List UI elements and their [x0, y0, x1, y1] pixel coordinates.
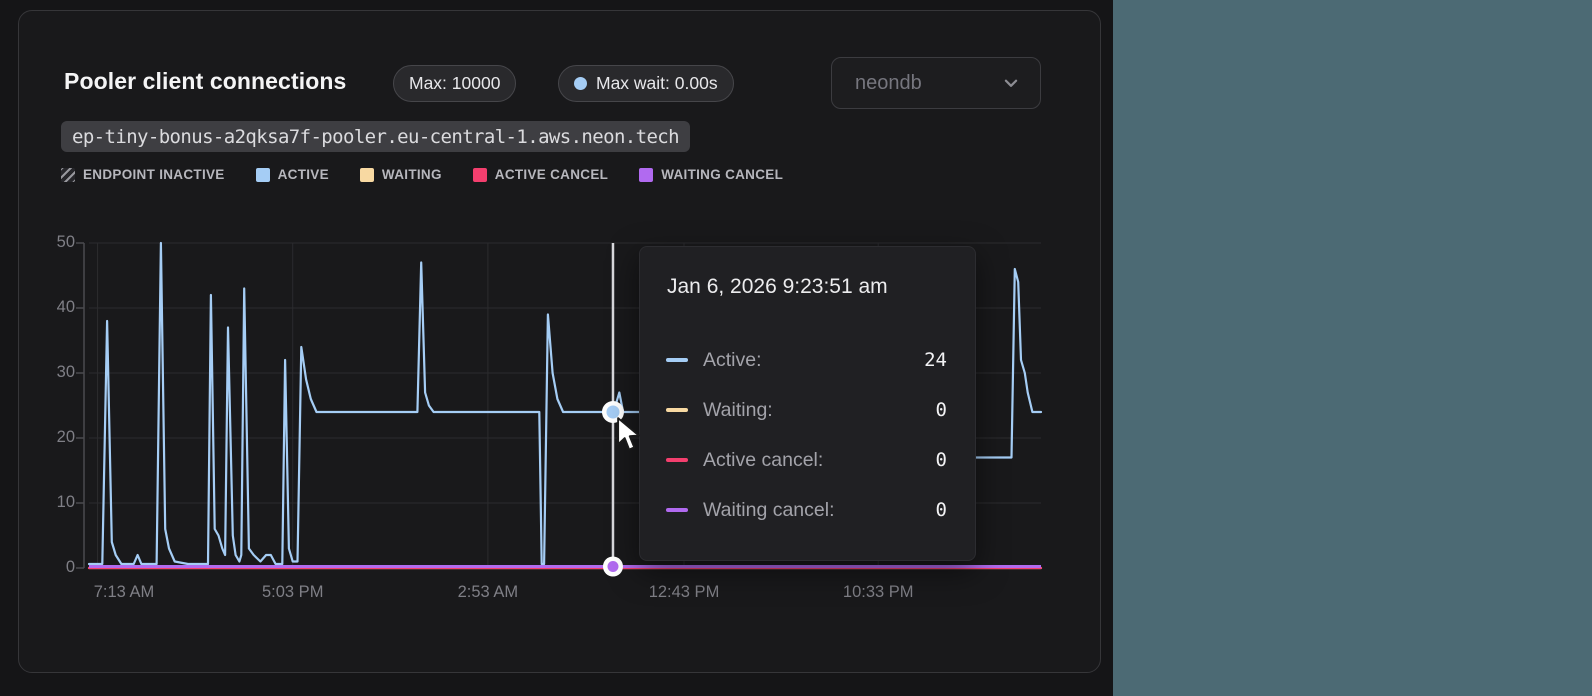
max-connections-badge: Max: 10000 — [393, 65, 517, 102]
mouse-cursor-icon — [617, 417, 640, 451]
x-axis-tick-label: 10:33 PM — [842, 583, 914, 601]
legend-item-active-cancel: ACTIVE CANCEL — [472, 167, 608, 182]
tooltip-row-waiting: Waiting: 0 — [640, 385, 975, 435]
y-axis-tick-label: 40 — [56, 298, 75, 316]
waiting-cancel-dash-icon — [666, 508, 688, 512]
tooltip-row-active-cancel: Active cancel: 0 — [640, 435, 975, 485]
active-cancel-dash-icon — [666, 458, 688, 462]
pooler-connections-card: Pooler client connections Max: 10000 Max… — [18, 10, 1101, 673]
max-wait-badge: Max wait: 0.00s — [558, 65, 734, 102]
tooltip-row-waiting-cancel: Waiting cancel: 0 — [640, 485, 975, 535]
x-axis-tick-label: 5:03 PM — [261, 583, 324, 601]
active-dash-icon — [666, 358, 688, 362]
max-wait-dot-icon — [574, 77, 587, 90]
y-axis-tick-label: 50 — [56, 233, 75, 251]
x-axis-tick-label: 12:43 PM — [648, 583, 720, 601]
chart-tooltip: Jan 6, 2026 9:23:51 am Active: 24 Waitin… — [639, 246, 976, 561]
y-axis-tick-label: 10 — [56, 493, 75, 511]
database-select-value: neondb — [855, 71, 922, 94]
chevron-down-icon — [1002, 74, 1020, 92]
legend-item-waiting-cancel: WAITING CANCEL — [639, 167, 783, 182]
background-side-panel — [1113, 0, 1592, 696]
connections-chart[interactable] — [76, 241, 1043, 577]
y-axis-tick-label: 30 — [56, 363, 75, 381]
y-axis-tick-label: 0 — [65, 558, 75, 576]
waiting-cancel-swatch-icon — [639, 167, 654, 182]
active-cancel-swatch-icon — [472, 167, 487, 182]
tooltip-timestamp: Jan 6, 2026 9:23:51 am — [667, 275, 888, 298]
chart-legend: ENDPOINT INACTIVE ACTIVE WAITING ACTIVE … — [61, 167, 783, 182]
max-connections-label: Max: 10000 — [409, 73, 501, 93]
legend-item-active: ACTIVE — [255, 167, 329, 182]
legend-item-endpoint-inactive: ENDPOINT INACTIVE — [61, 167, 225, 182]
legend-item-waiting: WAITING — [359, 167, 442, 182]
endpoint-host-badge: ep-tiny-bonus-a2qksa7f-pooler.eu-central… — [61, 121, 690, 152]
database-select[interactable]: neondb — [831, 57, 1041, 109]
waiting-swatch-icon — [359, 167, 374, 182]
active-swatch-icon — [255, 167, 270, 182]
y-axis-tick-label: 20 — [56, 428, 75, 446]
x-axis-tick-label: 7:13 AM — [93, 583, 155, 601]
page-title: Pooler client connections — [64, 68, 347, 94]
x-axis-tick-label: 2:53 AM — [457, 583, 519, 601]
waiting-dash-icon — [666, 408, 688, 412]
max-wait-label: Max wait: 0.00s — [596, 73, 718, 93]
endpoint-inactive-swatch-icon — [61, 167, 75, 182]
tooltip-row-active: Active: 24 — [640, 335, 975, 385]
